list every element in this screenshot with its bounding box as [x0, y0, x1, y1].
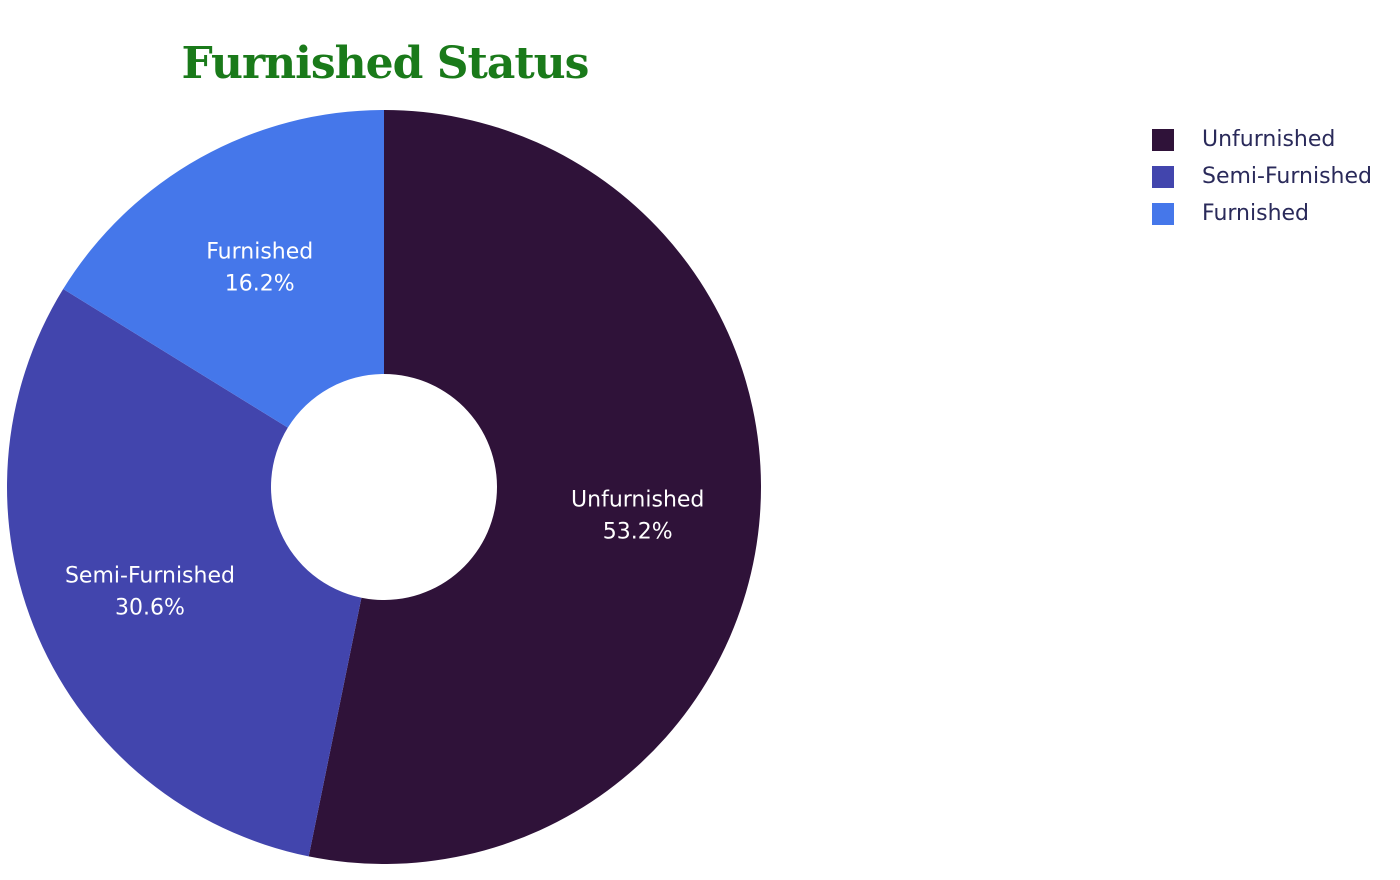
slices-group [6, 109, 762, 864]
legend-label-semi-furnished: Semi-Furnished [1202, 164, 1372, 189]
legend-label-furnished: Furnished [1202, 201, 1310, 226]
legend: Unfurnished Semi-Furnished Furnished [1152, 121, 1392, 232]
legend-swatch-unfurnished [1152, 128, 1174, 151]
slice-label-unfurnished: Unfurnished [571, 488, 704, 513]
slice-labels-group: Unfurnished 53.2% Semi-Furnished 30.6% Furni… [65, 239, 704, 620]
slice-percent-unfurnished: 53.2% [603, 520, 673, 545]
legend-item-furnished[interactable]: Furnished [1152, 195, 1392, 232]
legend-item-unfurnished[interactable]: Unfurnished [1152, 121, 1392, 158]
legend-swatch-furnished [1152, 202, 1174, 225]
slice-percent-furnished: 16.2% [225, 271, 295, 296]
legend-swatch-semi-furnished [1152, 165, 1174, 188]
slice-percent-semi-furnished: 30.6% [115, 595, 185, 620]
legend-label-unfurnished: Unfurnished [1202, 127, 1336, 152]
slice-label-furnished: Furnished [206, 239, 313, 264]
slice-furnished[interactable] [63, 109, 384, 428]
legend-item-semi-furnished[interactable]: Semi-Furnished [1152, 158, 1392, 195]
slice-unfurnished[interactable] [308, 110, 762, 864]
chart-title: Furnished Status [181, 38, 590, 89]
slice-label-semi-furnished: Semi-Furnished [65, 563, 235, 588]
slice-semi-furnished[interactable] [6, 289, 362, 857]
